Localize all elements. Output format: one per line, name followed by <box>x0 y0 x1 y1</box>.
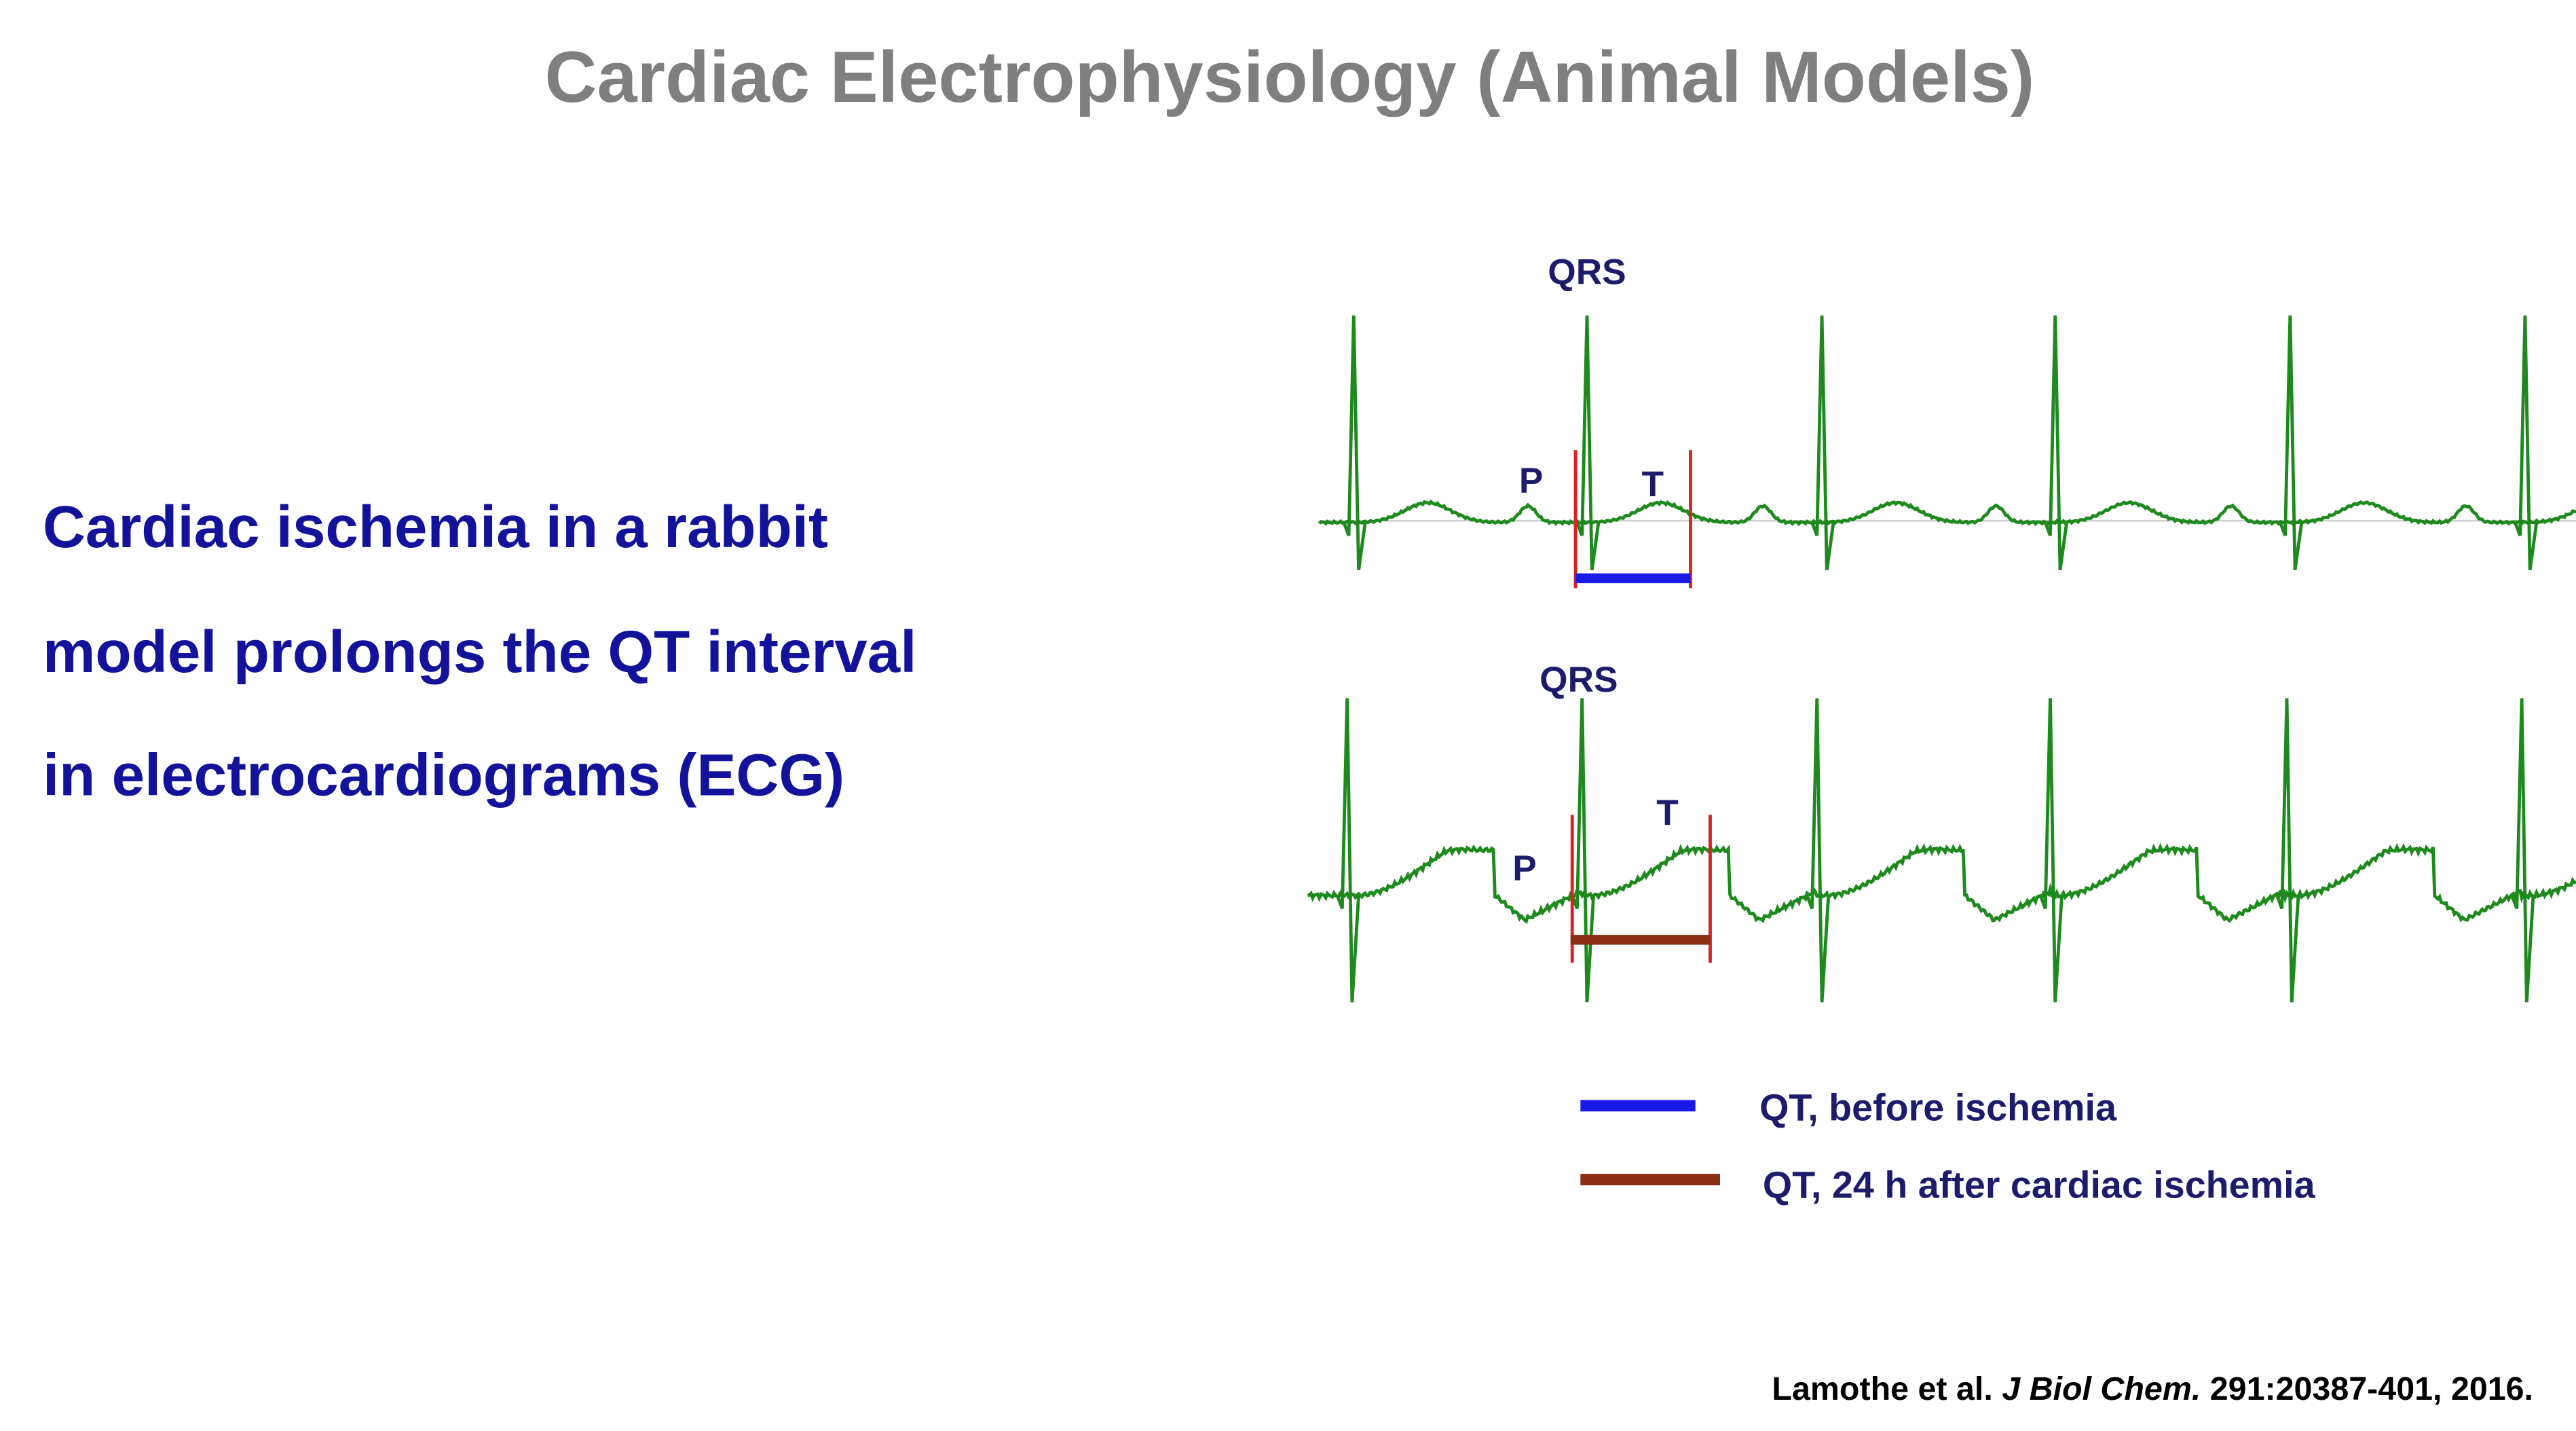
p-label: P <box>1512 849 1537 889</box>
legend-label: QT, before ischemia <box>1759 1087 2117 1129</box>
qrs-label: QRS <box>1539 660 1618 700</box>
t-label: T <box>1642 464 1664 504</box>
body-line: in electrocardiograms (ECG) <box>43 742 844 808</box>
ecg-trace <box>1307 698 2576 1003</box>
ecg-figure: QRS P T QRS P T QT, before ischemia QT, … <box>1307 253 2576 1206</box>
slide-title: Cardiac Electrophysiology (Animal Models… <box>544 37 2034 117</box>
citation-authors: Lamothe et al. <box>1772 1371 2002 1407</box>
ecg-trace <box>1318 315 2576 571</box>
body-line: Cardiac ischemia in a rabbit <box>43 494 828 560</box>
citation-journal: J Biol Chem. <box>2002 1371 2201 1407</box>
body-line: model prolongs the QT interval <box>43 619 916 685</box>
legend-label: QT, 24 h after cardiac ischemia <box>1763 1164 2316 1206</box>
citation-details: 291:20387-401, 2016. <box>2201 1371 2533 1407</box>
citation: Lamothe et al. J Biol Chem. 291:20387-40… <box>1772 1371 2533 1407</box>
t-label: T <box>1656 793 1679 833</box>
qrs-label: QRS <box>1548 253 1626 293</box>
p-label: P <box>1519 461 1544 501</box>
